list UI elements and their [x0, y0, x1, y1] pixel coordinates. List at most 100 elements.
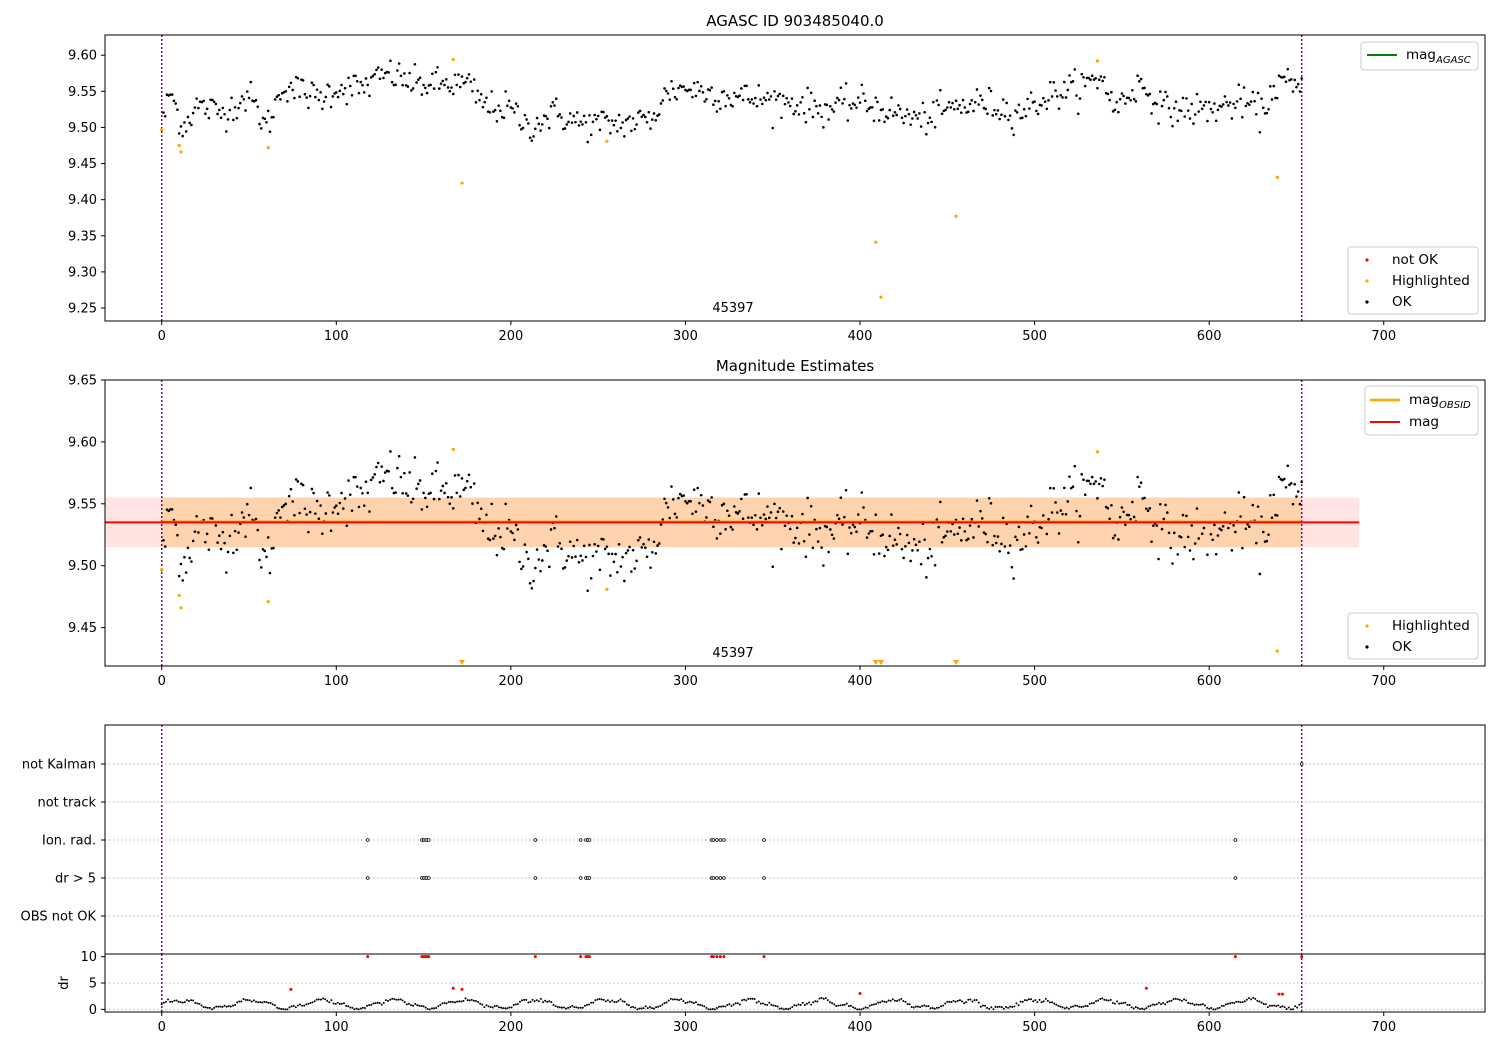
ok-point	[670, 79, 673, 83]
ok-point	[537, 558, 541, 561]
dr-point	[659, 1004, 662, 1007]
ok-point	[979, 94, 982, 97]
ok-point	[986, 112, 989, 115]
ok-point	[979, 509, 982, 513]
dr-point	[259, 1001, 262, 1004]
ok-point	[829, 528, 832, 531]
dr-point	[345, 1004, 348, 1007]
ok-point	[444, 78, 448, 81]
ok-point	[952, 107, 956, 111]
ok-point	[980, 517, 984, 520]
ok-point	[1193, 113, 1197, 116]
ok-point	[558, 113, 562, 116]
dr-point	[1116, 1000, 1118, 1003]
dr-point	[921, 1004, 924, 1007]
ok-point	[977, 525, 981, 528]
ok-point	[923, 538, 926, 541]
ok-point	[1064, 512, 1068, 516]
flag-point	[427, 876, 431, 880]
ok-point	[453, 73, 457, 77]
dr-point	[493, 1005, 496, 1008]
dr-red-point	[289, 987, 293, 991]
ok-point	[829, 105, 832, 108]
dr-point	[766, 1004, 769, 1007]
ok-point	[1190, 102, 1194, 106]
ok-point	[870, 529, 874, 533]
dr-point	[864, 1006, 867, 1009]
flag-point	[587, 838, 592, 842]
dr-point	[1183, 998, 1186, 1001]
dr-point	[772, 1004, 775, 1007]
dr-point	[1021, 1000, 1024, 1003]
panel2-ytick-label: 9.65	[68, 374, 97, 389]
ok-point	[572, 544, 576, 548]
dr-point	[280, 1007, 283, 1010]
ok-point	[448, 89, 452, 93]
ok-point	[855, 106, 858, 109]
ok-point	[1043, 100, 1047, 103]
ok-point	[961, 517, 965, 521]
ok-point	[417, 482, 420, 486]
ok-point	[982, 531, 986, 534]
ok-point	[612, 560, 616, 564]
ok-point	[465, 76, 469, 80]
ok-point	[1284, 486, 1288, 489]
flag-point	[715, 838, 719, 842]
dr-point	[544, 999, 547, 1002]
ok-point	[638, 536, 642, 539]
ok-point	[951, 101, 954, 105]
ok-point	[1068, 74, 1071, 77]
ok-point	[998, 549, 1001, 553]
ok-point	[371, 476, 375, 479]
ok-point	[254, 517, 258, 521]
dr-point	[1063, 1007, 1066, 1010]
dr-point	[567, 1006, 570, 1009]
dr-point	[284, 1008, 287, 1011]
ok-point	[520, 567, 523, 571]
dr-point	[294, 1006, 297, 1009]
ok-point	[204, 540, 207, 544]
ok-point	[729, 525, 733, 529]
ok-point	[1152, 524, 1155, 527]
ok-point	[797, 542, 801, 545]
ok-point	[401, 83, 404, 87]
ok-point	[488, 538, 492, 542]
dr-point	[1042, 1000, 1045, 1003]
dr-point	[282, 1008, 285, 1011]
dr-point	[707, 1008, 710, 1011]
ok-point	[661, 99, 665, 102]
ok-point	[544, 545, 548, 548]
ok-point	[502, 547, 506, 551]
dr-point	[516, 1002, 519, 1005]
dr-red-point	[366, 955, 370, 959]
ok-point	[259, 566, 263, 569]
panel2-xtick-label: 0	[158, 674, 166, 689]
dr-point	[1141, 1007, 1144, 1010]
ok-point	[1216, 108, 1220, 112]
ok-point	[1251, 503, 1255, 507]
ok-point	[663, 497, 666, 501]
ok-point	[221, 106, 225, 110]
dr-point	[474, 999, 477, 1002]
ok-point	[424, 86, 427, 90]
ok-point	[907, 112, 911, 116]
ok-point	[420, 93, 424, 96]
dr-point	[303, 1004, 306, 1007]
ok-point	[797, 113, 801, 116]
dr-point	[330, 999, 333, 1002]
ok-point	[1171, 562, 1174, 565]
panel1-ytick-label: 9.45	[68, 157, 97, 172]
ok-point	[401, 491, 404, 495]
dr-point	[1130, 1006, 1133, 1009]
dr-point	[822, 997, 825, 1000]
ok-point	[233, 529, 237, 533]
ok-point	[883, 554, 886, 558]
ok-point	[865, 109, 869, 113]
ok-point	[1296, 490, 1300, 493]
dr-point	[644, 1005, 647, 1008]
dr-point	[504, 1007, 507, 1010]
dr-point	[1195, 1003, 1198, 1006]
ok-point	[436, 461, 439, 464]
ok-point	[911, 117, 914, 120]
panel1-xtick-label: 600	[1197, 329, 1222, 344]
